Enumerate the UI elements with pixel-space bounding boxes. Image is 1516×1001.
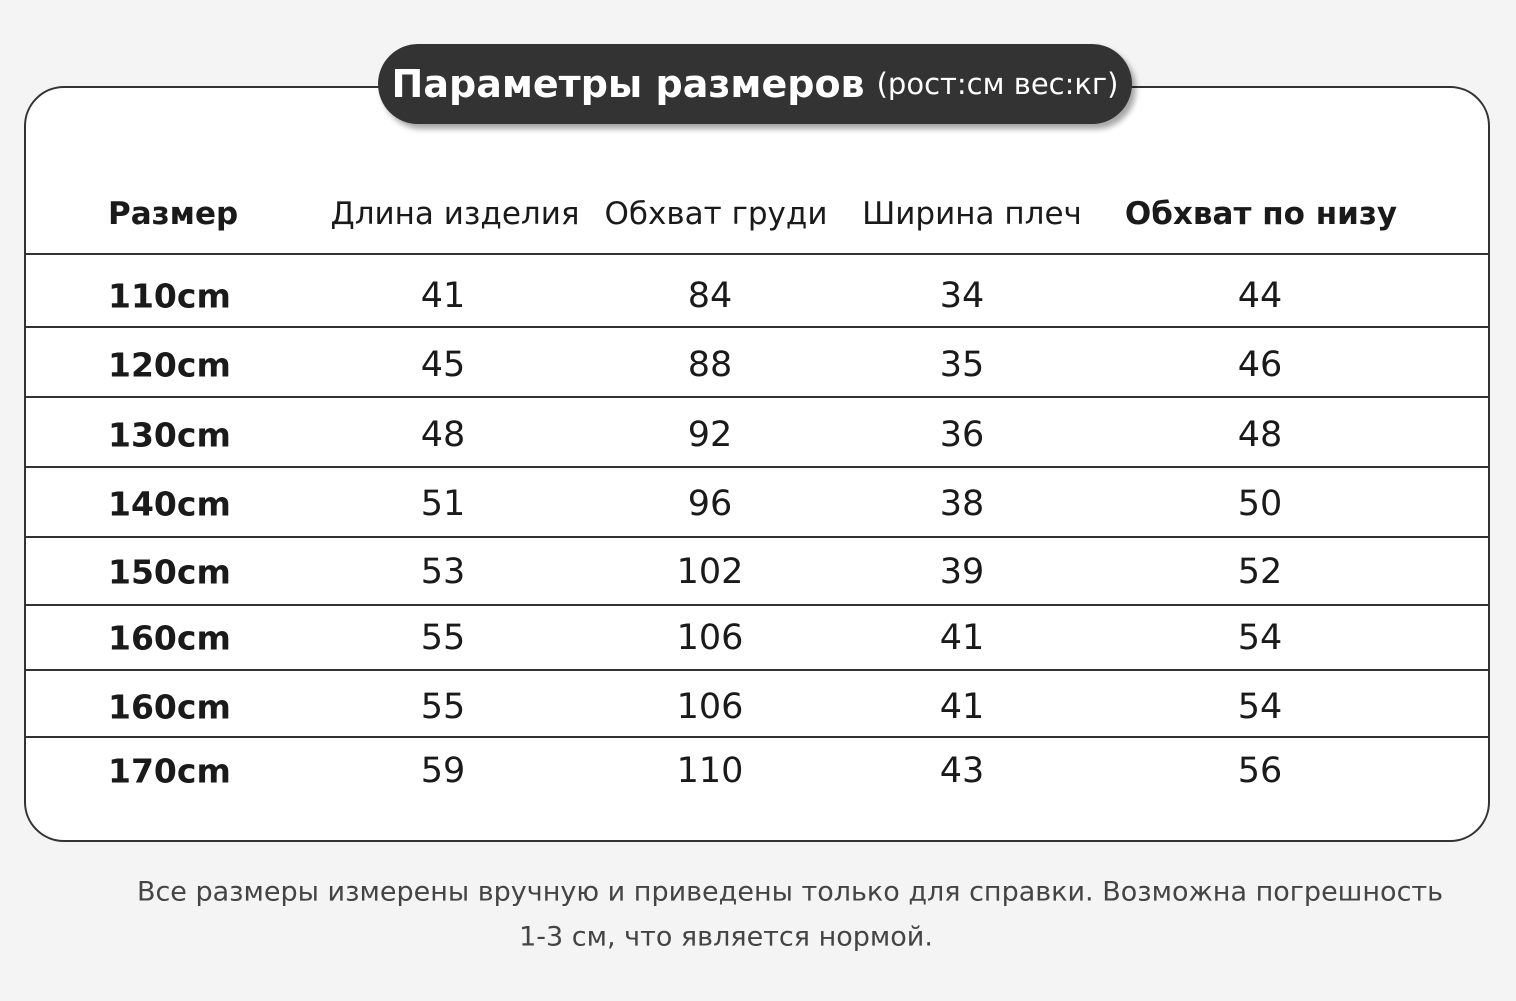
value-cell: 59 <box>420 751 466 791</box>
size-cell: 140cm <box>108 484 231 524</box>
title-banner: Параметры размеров (рост:см вес:кг) <box>378 44 1132 124</box>
value-cell: 50 <box>1237 484 1283 524</box>
size-cell: 130cm <box>108 415 231 455</box>
size-cell: 150cm <box>108 552 231 592</box>
value-cell: 53 <box>420 552 466 592</box>
size-cell: 120cm <box>108 345 231 385</box>
value-cell: 48 <box>1237 415 1283 455</box>
value-cell: 34 <box>939 276 985 316</box>
row-divider <box>24 536 1488 538</box>
value-cell: 84 <box>687 276 733 316</box>
value-cell: 52 <box>1237 552 1283 592</box>
note-line: 1-3 см, что является нормой. <box>519 921 933 953</box>
value-cell: 106 <box>676 618 744 658</box>
value-cell: 88 <box>687 345 733 385</box>
size-cell: 160cm <box>108 618 231 658</box>
column-header: Обхват по низу <box>1124 196 1398 232</box>
row-divider <box>24 396 1488 398</box>
value-cell: 41 <box>420 276 466 316</box>
value-cell: 55 <box>420 687 466 727</box>
size-cell: 160cm <box>108 687 231 727</box>
size-cell: 170cm <box>108 751 231 791</box>
value-cell: 39 <box>939 552 985 592</box>
value-cell: 38 <box>939 484 985 524</box>
value-cell: 55 <box>420 618 466 658</box>
row-divider <box>24 253 1488 255</box>
value-cell: 56 <box>1237 751 1283 791</box>
value-cell: 41 <box>939 687 985 727</box>
row-divider <box>24 669 1488 671</box>
value-cell: 35 <box>939 345 985 385</box>
value-cell: 45 <box>420 345 466 385</box>
row-divider <box>24 466 1488 468</box>
size-cell: 110cm <box>108 276 231 316</box>
value-cell: 43 <box>939 751 985 791</box>
value-cell: 44 <box>1237 276 1283 316</box>
value-cell: 36 <box>939 415 985 455</box>
row-divider <box>24 604 1488 606</box>
value-cell: 48 <box>420 415 466 455</box>
value-cell: 54 <box>1237 687 1283 727</box>
value-cell: 41 <box>939 618 985 658</box>
row-divider <box>24 326 1488 328</box>
note-line: Все размеры измерены вручную и приведены… <box>136 876 1444 908</box>
value-cell: 96 <box>687 484 733 524</box>
column-header: Обхват груди <box>604 196 828 232</box>
subtitle: (рост:см вес:кг) <box>876 67 1119 101</box>
value-cell: 110 <box>676 751 744 791</box>
value-cell: 102 <box>676 552 744 592</box>
table-frame <box>24 86 1490 842</box>
column-header: Длина изделия <box>330 196 580 232</box>
column-header: Размер <box>108 196 239 232</box>
value-cell: 92 <box>687 415 733 455</box>
title: Параметры размеров <box>391 62 865 106</box>
value-cell: 51 <box>420 484 466 524</box>
row-divider <box>24 736 1488 738</box>
value-cell: 106 <box>676 687 744 727</box>
column-header: Ширина плеч <box>862 196 1082 232</box>
value-cell: 46 <box>1237 345 1283 385</box>
value-cell: 54 <box>1237 618 1283 658</box>
